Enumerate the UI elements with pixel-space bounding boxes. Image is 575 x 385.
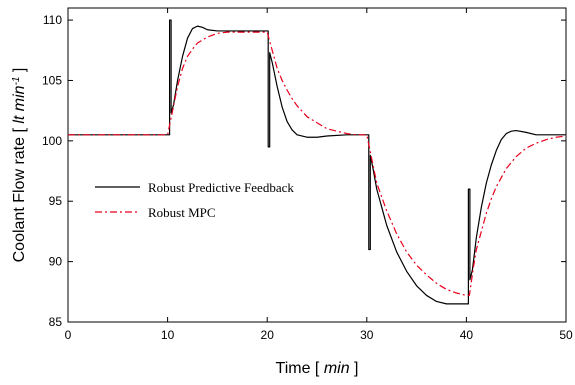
x-tick-label: 0	[65, 328, 72, 342]
x-tick-label: 40	[460, 328, 474, 342]
series-line-1	[68, 19, 566, 305]
y-axis-title-unit: lt min	[11, 85, 28, 123]
legend-label-series-2: Robust MPC	[148, 205, 216, 220]
plot-frame	[67, 7, 567, 323]
y-tick-label: 110	[43, 13, 62, 27]
series-layer	[68, 19, 567, 305]
x-tick-label: 30	[360, 328, 374, 342]
x-axis-title-prefix: Time [	[276, 360, 324, 377]
y-axis-title-prefix: Coolant Flow rate [	[11, 124, 28, 263]
y-tick-label: 95	[49, 194, 63, 208]
legend-label-series-1: Robust Predictive Feedback	[148, 180, 294, 195]
y-tick-label: 85	[49, 315, 63, 329]
x-axis-title: Time [ min ]	[276, 360, 359, 377]
series-line-2	[68, 31, 567, 297]
x-tick-label: 10	[161, 328, 175, 342]
y-axis-title-exponent: -1	[11, 77, 22, 86]
y-axis-title-suffix: ]	[11, 68, 28, 77]
x-axis-title-suffix: ]	[350, 360, 359, 377]
x-tick-label: 50	[559, 328, 573, 342]
y-axis-title: Coolant Flow rate [ lt min-1 ]	[11, 68, 29, 263]
legend: Robust Predictive Feedback Robust MPC	[95, 180, 294, 220]
y-tick-label: 90	[49, 255, 63, 269]
y-tick-label: 105	[42, 73, 62, 87]
x-axis-title-unit: min	[324, 360, 350, 377]
y-tick-label: 100	[42, 134, 62, 148]
axis-ticks: 0 10 20 30 40 50 85 90 95 100 105 110	[42, 8, 573, 342]
x-tick-label: 20	[261, 328, 275, 342]
